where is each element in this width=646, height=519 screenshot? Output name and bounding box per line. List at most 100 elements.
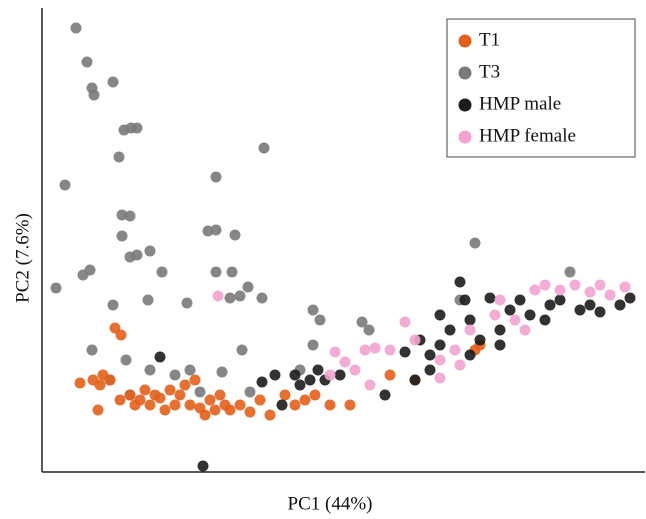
point <box>469 237 481 249</box>
point <box>59 179 71 191</box>
point <box>184 399 196 411</box>
point <box>104 374 116 386</box>
point <box>359 344 371 356</box>
point <box>86 344 98 356</box>
point <box>309 389 321 401</box>
point <box>364 379 376 391</box>
point <box>156 266 168 278</box>
point <box>107 299 119 311</box>
legend-box <box>446 18 636 158</box>
point <box>210 224 222 236</box>
point <box>256 292 268 304</box>
legend-label: HMP male <box>479 93 561 114</box>
point <box>224 292 236 304</box>
point <box>169 369 181 381</box>
point <box>269 369 281 381</box>
point <box>519 324 531 336</box>
point <box>169 399 181 411</box>
point <box>409 374 421 386</box>
point <box>254 394 266 406</box>
point <box>584 299 596 311</box>
point <box>594 279 606 291</box>
point <box>116 230 128 242</box>
point <box>614 299 626 311</box>
legend: T1 T3 HMP male HMP female <box>446 18 636 158</box>
point <box>434 372 446 384</box>
point <box>114 394 126 406</box>
point <box>294 379 306 391</box>
point <box>264 409 276 421</box>
point <box>154 351 166 363</box>
point <box>234 290 246 302</box>
point <box>149 389 161 401</box>
point <box>88 89 100 101</box>
point <box>524 309 536 321</box>
point <box>81 56 93 68</box>
point <box>256 376 268 388</box>
point <box>424 364 436 376</box>
point <box>202 225 214 237</box>
point <box>384 369 396 381</box>
point <box>307 304 319 316</box>
point <box>454 276 466 288</box>
point <box>384 344 396 356</box>
point <box>504 304 516 316</box>
point <box>409 334 421 346</box>
point <box>509 314 521 326</box>
point <box>604 289 616 301</box>
point <box>312 364 324 376</box>
point <box>307 339 319 351</box>
point <box>129 399 141 411</box>
point <box>324 399 336 411</box>
point <box>236 344 248 356</box>
point <box>529 284 541 296</box>
point <box>219 399 231 411</box>
point <box>314 314 326 326</box>
point <box>226 266 238 278</box>
point <box>434 354 446 366</box>
points <box>50 22 636 472</box>
point <box>144 364 156 376</box>
point <box>189 374 201 386</box>
point <box>184 364 196 376</box>
point <box>258 142 270 154</box>
point <box>369 342 381 354</box>
point <box>349 364 361 376</box>
point <box>74 377 86 389</box>
point <box>204 394 216 406</box>
point <box>244 386 256 398</box>
point <box>159 404 171 416</box>
point <box>619 281 631 293</box>
point <box>164 384 176 396</box>
point <box>115 329 127 341</box>
point <box>514 294 526 306</box>
point <box>113 151 125 163</box>
point <box>210 171 222 183</box>
x-axis-label: PC1 (44%) <box>288 493 373 514</box>
point <box>276 399 288 411</box>
point <box>107 76 119 88</box>
point <box>279 389 291 401</box>
point <box>289 399 301 411</box>
point <box>142 294 154 306</box>
point <box>379 389 391 401</box>
point <box>399 316 411 328</box>
point <box>564 266 576 278</box>
point <box>356 316 368 328</box>
point <box>444 324 456 336</box>
point <box>216 366 228 378</box>
point <box>344 399 356 411</box>
point <box>181 297 193 309</box>
point <box>334 369 346 381</box>
point <box>124 210 136 222</box>
point <box>494 339 506 351</box>
point <box>624 292 636 304</box>
point <box>144 399 156 411</box>
point <box>554 294 566 306</box>
point <box>70 22 82 34</box>
legend-marker <box>458 130 472 144</box>
point <box>494 294 506 306</box>
point <box>179 379 191 391</box>
point <box>569 279 581 291</box>
